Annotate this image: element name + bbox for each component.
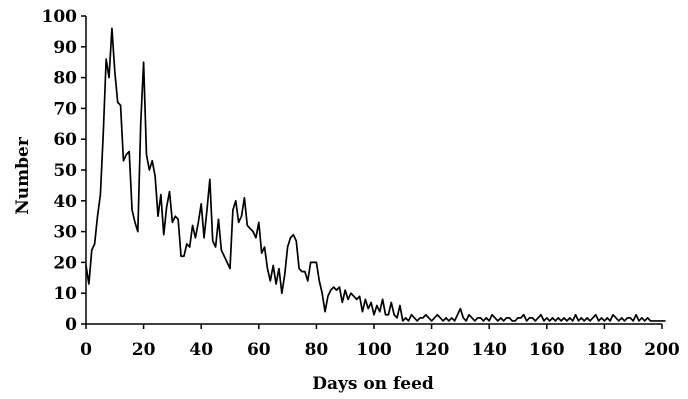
y-axis-title: Number: [13, 136, 33, 215]
x-tick-label: 60: [247, 340, 271, 360]
y-tick-label: 10: [53, 284, 77, 304]
y-tick-label: 60: [53, 130, 77, 150]
y-tick-label: 80: [53, 69, 77, 89]
y-tick-label: 30: [53, 223, 77, 243]
x-tick-label: 0: [80, 340, 92, 360]
y-tick-label: 90: [53, 38, 77, 58]
x-tick-label: 140: [471, 340, 507, 360]
y-tick-label: 50: [53, 161, 77, 181]
x-tick-label: 20: [132, 340, 156, 360]
y-tick-label: 0: [65, 315, 77, 335]
series-line: [85, 27, 666, 322]
x-axis-title: Days on feed: [312, 374, 434, 394]
axes: [85, 16, 662, 325]
series-group: [85, 27, 666, 322]
x-tick-label: 40: [189, 340, 213, 360]
y-tick-label: 100: [42, 7, 78, 27]
x-tick-label: 80: [305, 340, 329, 360]
x-tick-label: 180: [587, 340, 623, 360]
y-tick-label: 20: [53, 253, 77, 273]
x-tick-label: 200: [644, 340, 680, 360]
y-tick-label: 70: [53, 99, 77, 119]
x-tick-label: 120: [414, 340, 450, 360]
y-axis-ticks: 0 10 20 30 40 50 60 70 80 90 100: [42, 7, 86, 335]
x-tick-label: 100: [356, 340, 392, 360]
y-tick-label: 40: [53, 192, 77, 212]
x-axis-ticks: 0 20 40 60 80 100 120 140 160 180 200: [80, 324, 680, 360]
x-tick-label: 160: [529, 340, 565, 360]
